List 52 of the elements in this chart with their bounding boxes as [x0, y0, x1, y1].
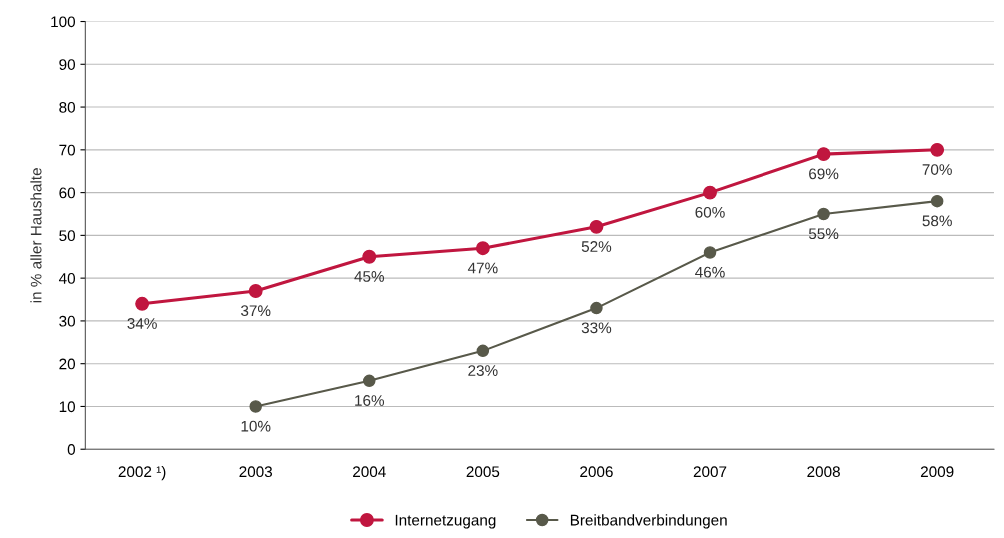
point — [362, 249, 377, 264]
y-tick-label: 30 — [59, 315, 76, 327]
x-tick-label: 2002 ¹) — [118, 465, 166, 481]
data-label: 55% — [808, 228, 839, 240]
x-tick-label: 2003 — [239, 466, 273, 478]
legend-label: Internetzugang — [395, 514, 496, 529]
data-label: 69% — [809, 168, 839, 180]
data-label: 16% — [355, 395, 385, 406]
data-label: 58% — [922, 215, 952, 227]
y-axis-title: in % aller Haushalte — [30, 168, 42, 303]
point — [475, 241, 490, 256]
data-label: 52% — [581, 241, 612, 252]
data-label: 45% — [354, 271, 385, 282]
data-label: 60% — [695, 206, 725, 218]
data-label: 47% — [467, 262, 498, 274]
y-tick-label: 100 — [51, 16, 76, 28]
y-tick-label: 20 — [59, 358, 76, 370]
legend-label: Breitbandverbindungen — [570, 514, 727, 529]
point — [476, 344, 490, 358]
point — [248, 284, 263, 298]
data-label: 70% — [922, 164, 952, 175]
y-tick-label: 90 — [59, 59, 76, 70]
point — [703, 185, 717, 200]
y-tick-label: 80 — [59, 101, 76, 113]
y-tick-label: 60 — [59, 187, 76, 199]
x-tick-label: 2005 — [466, 466, 500, 478]
point — [816, 147, 831, 162]
point — [930, 194, 944, 208]
point — [589, 219, 604, 234]
x-tick-label: 2006 — [580, 466, 613, 478]
y-tick-label: 40 — [58, 273, 76, 284]
point — [249, 400, 262, 413]
x-tick-label: 2008 — [807, 466, 840, 478]
point — [930, 142, 945, 157]
y-tick-label: 0 — [67, 444, 76, 455]
point — [363, 374, 376, 388]
data-label: 37% — [241, 305, 271, 317]
y-tick-label: 70 — [59, 144, 76, 156]
point — [590, 301, 603, 315]
y-tick-label: 10 — [59, 401, 76, 413]
data-label: 33% — [581, 322, 612, 334]
x-tick-label: 2007 — [693, 466, 727, 478]
data-label: 23% — [468, 365, 498, 376]
data-label: 34% — [127, 318, 157, 329]
y-tick-label: 50 — [59, 230, 76, 242]
x-tick-label: 2004 — [353, 466, 386, 478]
point — [817, 207, 830, 221]
data-label: 46% — [695, 266, 725, 278]
data-label: 10% — [241, 420, 271, 432]
x-tick-label: 2009 — [920, 466, 954, 478]
point — [703, 246, 717, 259]
point — [135, 296, 150, 311]
